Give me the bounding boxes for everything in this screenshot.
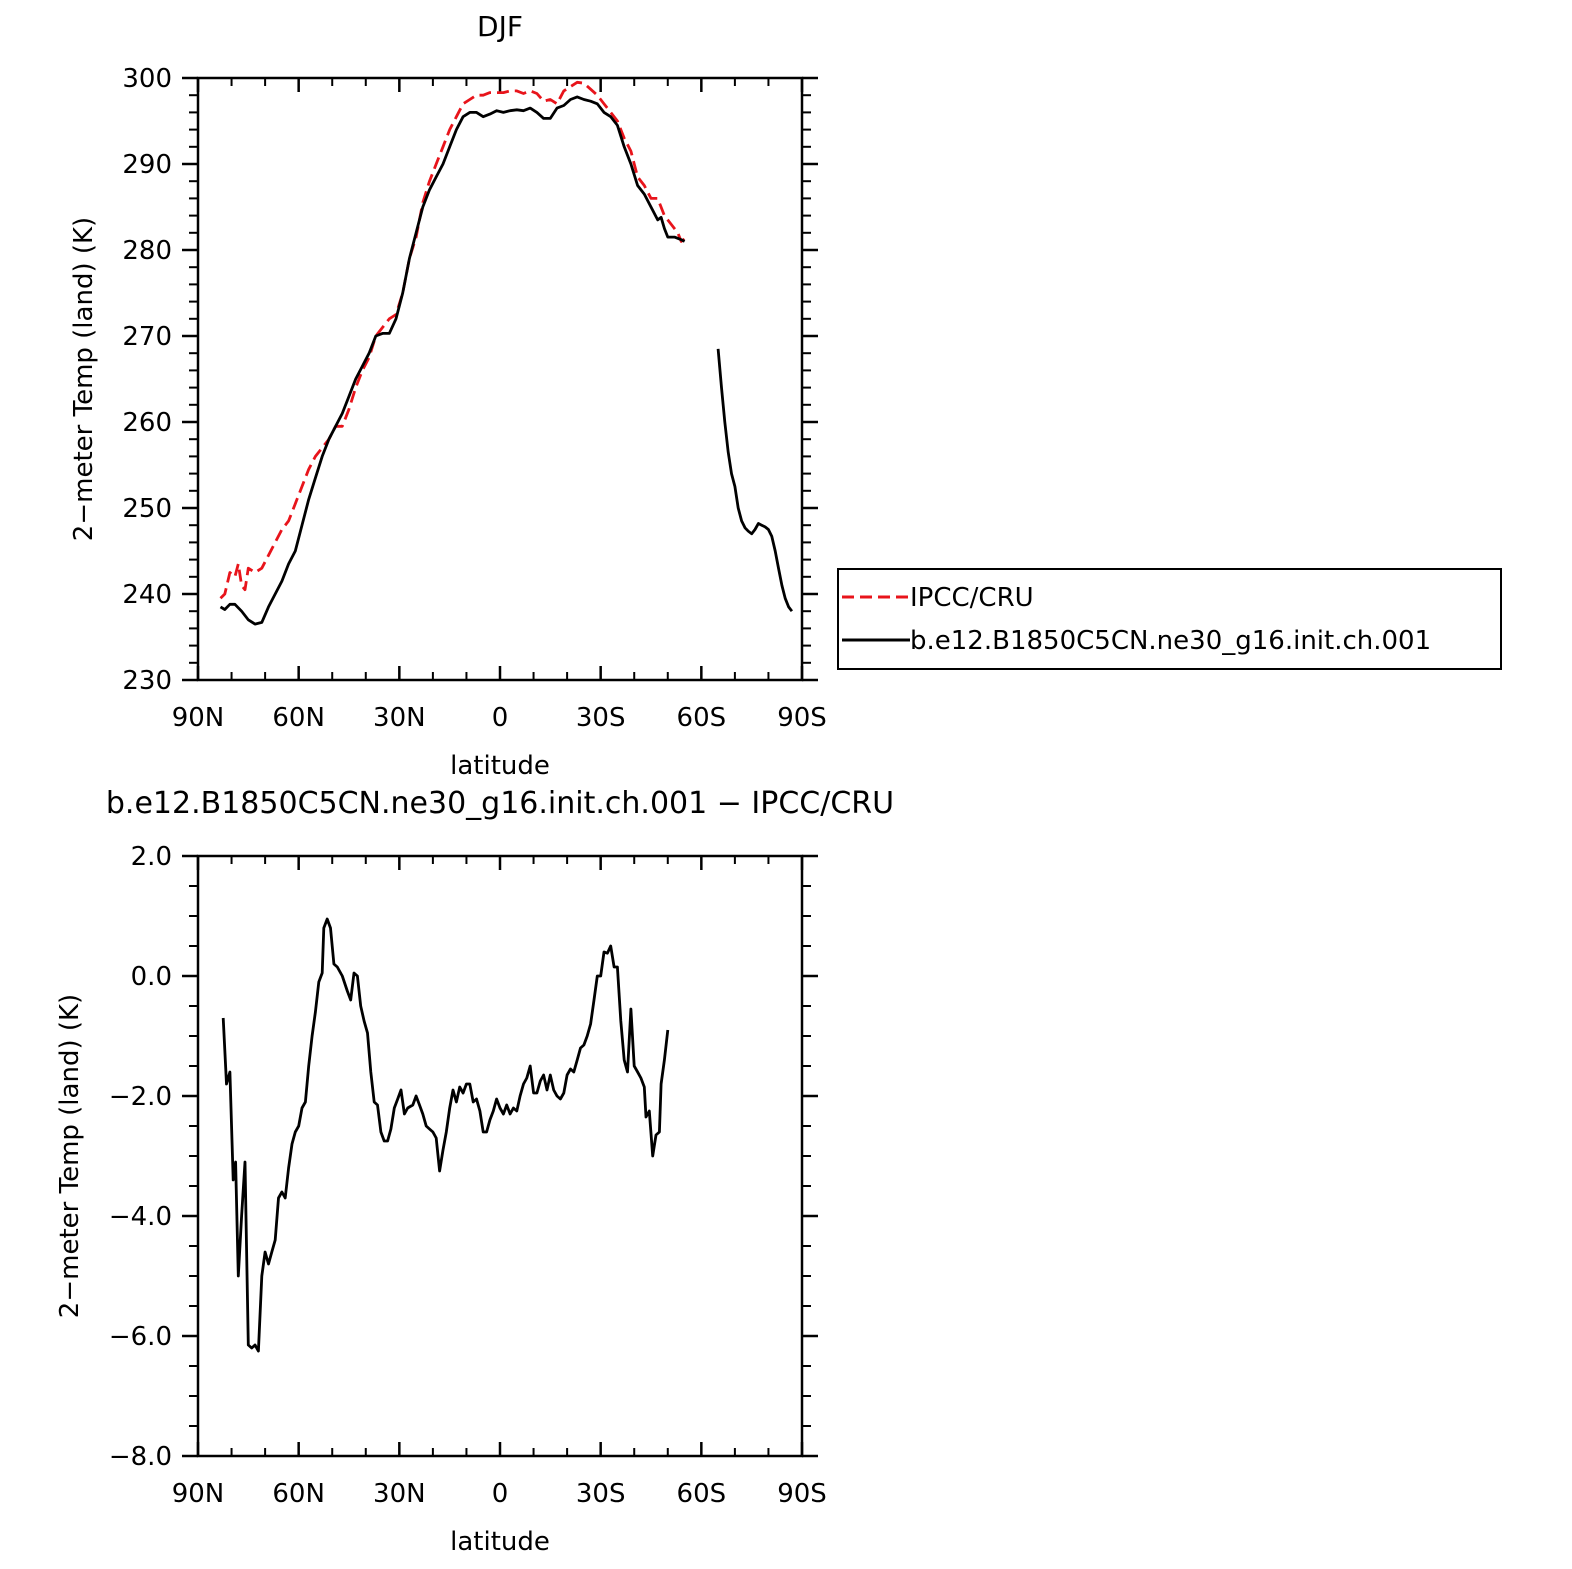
plot-frame (196, 854, 804, 1458)
x-tick-label: 90S (777, 703, 827, 733)
x-tick-label: 0 (492, 1479, 509, 1509)
x-tick-label: 30S (576, 1479, 626, 1509)
legend-label-model: b.e12.B1850C5CN.ne30_g16.init.ch.001 (910, 626, 1431, 656)
x-tick-label: 60S (677, 1479, 727, 1509)
series-line-model-seg0 (219, 95, 686, 626)
series-layer (221, 917, 670, 1353)
y-tick-label: 230 (122, 666, 172, 696)
x-tick-label: 90N (172, 703, 225, 733)
x-tick-label: 60N (272, 1479, 325, 1509)
y-tick-label: 0.0 (131, 962, 172, 992)
series-layer (219, 80, 794, 626)
tick-labels: 90N 60N 30N 0 30S 60S 90S 2.0 0.0 −2.0 −4.0 −6.0 −8.… (109, 842, 827, 1509)
y-tick-label: 240 (122, 580, 172, 610)
x-tick-label: 90S (777, 1479, 827, 1509)
legend: IPCC/CRU b.e12.B1850C5CN.ne30_g16.init.c… (837, 568, 1502, 670)
legend-label-obs: IPCC/CRU (910, 583, 1034, 613)
series-line-ipcc-cru-seg0 (219, 80, 686, 600)
y-tick-label: 2.0 (131, 842, 172, 872)
x-axis-label: latitude (450, 751, 550, 781)
chart-title: b.e12.B1850C5CN.ne30_g16.init.ch.001 − I… (106, 786, 894, 821)
y-tick-label: −6.0 (109, 1322, 172, 1352)
x-tick-label: 60N (272, 703, 325, 733)
x-tick-label: 30N (373, 703, 426, 733)
y-tick-label: 290 (122, 150, 172, 180)
chart-title: DJF (477, 10, 523, 43)
y-axis-label: 2−meter Temp (land) (K) (55, 994, 85, 1318)
tick-labels: 90N 60N 30N 0 30S 60S 90S 300 290 280 270 260 250 240… (122, 64, 826, 733)
y-tick-label: 300 (122, 64, 172, 94)
x-tick-label: 30N (373, 1479, 426, 1509)
x-tick-label: 90N (172, 1479, 225, 1509)
y-tick-label: 280 (122, 236, 172, 266)
x-tick-label: 0 (492, 703, 509, 733)
temperature-chart: DJF 90N 60N 30N 0 30S 60S 90S 300 290 280 270 260 25… (69, 10, 1502, 781)
y-axis-label: 2−meter Temp (land) (K) (69, 217, 99, 541)
y-tick-label: 260 (122, 408, 172, 438)
y-tick-label: 270 (122, 322, 172, 352)
x-tick-label: 30S (576, 703, 626, 733)
x-tick-label: 60S (677, 703, 727, 733)
x-axis-label: latitude (450, 1527, 550, 1557)
y-tick-label: −8.0 (109, 1442, 172, 1472)
legend-box (837, 568, 1502, 670)
series-line-model-seg0 (221, 917, 670, 1353)
series-line-model-seg1 (716, 348, 794, 613)
plot-frame (196, 76, 804, 682)
y-tick-label: −2.0 (109, 1082, 172, 1112)
y-tick-label: 250 (122, 494, 172, 524)
difference-chart: b.e12.B1850C5CN.ne30_g16.init.ch.001 − I… (55, 786, 894, 1557)
tick-marks (182, 854, 818, 1458)
y-tick-label: −4.0 (109, 1202, 172, 1232)
